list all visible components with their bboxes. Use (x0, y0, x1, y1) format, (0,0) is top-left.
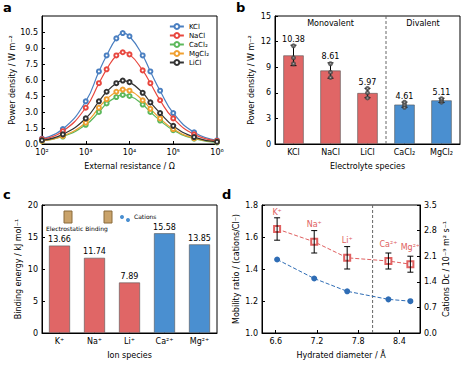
svg-text:3.0: 3.0 (25, 108, 38, 117)
svg-text:6: 6 (266, 88, 271, 97)
svg-text:0: 0 (33, 329, 38, 338)
svg-text:4.5: 4.5 (25, 92, 38, 101)
svg-text:3: 3 (266, 114, 271, 123)
svg-text:Ion species: Ion species (107, 351, 152, 360)
svg-text:15: 15 (28, 233, 38, 242)
svg-text:Li⁺: Li⁺ (342, 236, 353, 245)
svg-text:4.61: 4.61 (396, 92, 414, 101)
svg-text:Binding energy / kJ mol⁻¹: Binding energy / kJ mol⁻¹ (14, 219, 23, 319)
svg-text:KCl: KCl (189, 23, 200, 31)
svg-text:Mg²⁺: Mg²⁺ (190, 337, 209, 346)
svg-text:1.4: 1.4 (245, 265, 258, 274)
svg-text:5.97: 5.97 (359, 78, 377, 87)
svg-text:2.1: 2.1 (424, 252, 437, 261)
svg-text:MgCl₂: MgCl₂ (430, 148, 453, 157)
svg-text:6.6: 6.6 (269, 337, 282, 346)
svg-text:7.5: 7.5 (25, 60, 38, 69)
svg-text:10: 10 (28, 265, 38, 274)
svg-text:KCl: KCl (287, 148, 300, 157)
svg-text:K⁺: K⁺ (272, 208, 281, 217)
svg-text:1.5: 1.5 (25, 124, 38, 133)
svg-text:0: 0 (266, 140, 271, 149)
svg-text:1.6: 1.6 (245, 233, 258, 242)
svg-text:10.5: 10.5 (20, 28, 38, 37)
svg-text:Divalent: Divalent (406, 19, 439, 28)
svg-text:LiCl: LiCl (189, 59, 202, 67)
svg-text:Mg²⁺: Mg²⁺ (401, 243, 420, 252)
svg-text:10⁵: 10⁵ (167, 148, 180, 157)
svg-text:a: a (3, 0, 12, 15)
svg-text:7.8: 7.8 (352, 337, 365, 346)
svg-text:Na⁺: Na⁺ (87, 337, 102, 346)
svg-text:10⁴: 10⁴ (123, 148, 136, 157)
svg-text:9.0: 9.0 (25, 44, 38, 53)
svg-text:Power density / W m⁻²: Power density / W m⁻² (247, 35, 256, 125)
svg-text:5.11: 5.11 (433, 88, 451, 97)
svg-text:8.4: 8.4 (393, 337, 406, 346)
svg-text:LiCl: LiCl (360, 148, 375, 157)
svg-text:10.38: 10.38 (282, 35, 305, 44)
svg-text:Electrostatic Binding: Electrostatic Binding (46, 225, 108, 233)
svg-text:MgCl₂: MgCl₂ (189, 50, 209, 58)
svg-text:5: 5 (33, 297, 38, 306)
svg-text:1.8: 1.8 (245, 201, 258, 210)
svg-text:0.7: 0.7 (424, 303, 437, 312)
svg-text:8.61: 8.61 (322, 52, 340, 61)
svg-text:CaCl₂: CaCl₂ (394, 148, 416, 157)
svg-text:K⁺: K⁺ (55, 337, 64, 346)
svg-text:10²: 10² (35, 148, 48, 157)
svg-text:1.4: 1.4 (424, 277, 437, 286)
svg-text:7.89: 7.89 (121, 272, 139, 281)
svg-text:1.0: 1.0 (245, 329, 258, 338)
svg-text:10³: 10³ (79, 148, 92, 157)
svg-text:9: 9 (266, 63, 271, 72)
svg-text:CaCl₂: CaCl₂ (189, 41, 208, 49)
svg-text:Li⁺: Li⁺ (124, 337, 135, 346)
svg-text:0.0: 0.0 (424, 329, 437, 338)
svg-text:c: c (3, 187, 11, 202)
svg-text:Hydrated diameter / Å: Hydrated diameter / Å (296, 349, 386, 360)
svg-text:2.8: 2.8 (424, 226, 437, 235)
svg-text:b: b (236, 0, 245, 15)
svg-text:Cations: Cations (134, 213, 157, 220)
svg-text:Ca²⁺: Ca²⁺ (379, 240, 397, 249)
svg-text:Electrolyte species: Electrolyte species (330, 162, 405, 171)
svg-text:Power density / W m⁻²: Power density / W m⁻² (8, 35, 17, 125)
svg-text:0.0: 0.0 (25, 139, 38, 149)
svg-text:20: 20 (28, 201, 38, 210)
svg-text:13.66: 13.66 (48, 235, 71, 244)
svg-text:13.85: 13.85 (188, 234, 211, 243)
svg-text:NaCl: NaCl (189, 32, 205, 40)
svg-text:3.5: 3.5 (424, 201, 437, 210)
svg-text:12: 12 (261, 37, 271, 46)
svg-text:15.58: 15.58 (153, 223, 176, 232)
svg-text:6.0: 6.0 (25, 76, 38, 85)
svg-text:Na⁺: Na⁺ (307, 220, 322, 229)
svg-text:Ca²⁺: Ca²⁺ (156, 337, 174, 346)
svg-text:10⁶: 10⁶ (210, 148, 223, 157)
svg-text:11.74: 11.74 (83, 247, 106, 256)
svg-text:7.2: 7.2 (311, 337, 324, 346)
svg-text:Monovalent: Monovalent (307, 19, 354, 28)
svg-text:External resistance / Ω: External resistance / Ω (84, 162, 175, 171)
svg-text:NaCl: NaCl (321, 148, 340, 157)
svg-text:d: d (222, 187, 231, 202)
svg-text:15: 15 (261, 12, 271, 21)
svg-text:1.2: 1.2 (245, 297, 258, 306)
svg-text:Mobility ratio / (cations/Cl⁻): Mobility ratio / (cations/Cl⁻) (232, 214, 241, 324)
svg-text:Cations Dc / 10⁻⁹ m² s⁻¹: Cations Dc / 10⁻⁹ m² s⁻¹ (442, 221, 451, 317)
